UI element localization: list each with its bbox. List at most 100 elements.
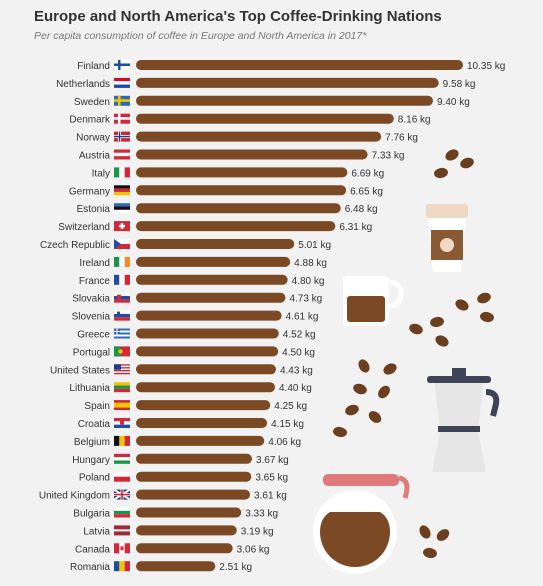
value-label: 3.19 kg [241, 526, 274, 537]
coffee-beans-icon [419, 525, 450, 559]
country-label: Finland [77, 61, 110, 72]
slovenia-flag-icon [114, 310, 130, 321]
bar [136, 113, 394, 124]
value-label: 3.33 kg [245, 509, 278, 520]
value-label: 6.69 kg [351, 168, 384, 179]
romania-flag-icon [114, 561, 130, 572]
value-label: 7.33 kg [372, 151, 405, 162]
germany-flag-icon [114, 185, 130, 196]
slovakia-flag-icon [114, 292, 130, 303]
bar [136, 274, 288, 285]
czech-republic-flag-icon [114, 239, 130, 249]
bar [136, 471, 252, 482]
moka-pot-icon [427, 368, 500, 472]
bar [136, 364, 276, 375]
bar [136, 221, 336, 232]
country-label: Romania [70, 562, 110, 573]
value-label: 6.65 kg [350, 186, 383, 197]
poland-flag-icon [114, 471, 130, 482]
country-label: Poland [79, 473, 110, 484]
coffee-carafe-icon [313, 474, 410, 574]
country-label: Germany [69, 186, 110, 197]
united-states-flag-icon [114, 364, 130, 375]
country-label: Switzerland [58, 222, 110, 233]
bar [136, 77, 439, 88]
bar [136, 418, 268, 428]
value-label: 10.35 kg [467, 61, 505, 72]
spain-flag-icon [114, 400, 130, 411]
chart-subtitle: Per capita consumption of coffee in Euro… [34, 30, 367, 42]
value-label: 3.67 kg [256, 455, 289, 466]
value-label: 8.16 kg [398, 115, 431, 126]
country-label: Italy [92, 168, 110, 179]
bar [136, 453, 252, 464]
country-label: Portugal [73, 347, 110, 358]
value-label: 6.31 kg [339, 222, 372, 233]
value-label: 4.52 kg [283, 330, 316, 341]
norway-flag-icon [114, 131, 130, 142]
country-label: Austria [79, 151, 111, 162]
bar [136, 435, 265, 446]
takeaway-cup-icon [426, 204, 468, 272]
bar [136, 60, 463, 70]
bar [136, 525, 237, 536]
country-label: Croatia [78, 419, 111, 430]
value-label: 2.51 kg [219, 562, 252, 573]
bar [136, 346, 279, 357]
value-label: 3.06 kg [237, 544, 270, 555]
value-label: 4.61 kg [286, 312, 319, 323]
belgium-flag-icon [114, 435, 130, 446]
country-label: Latvia [83, 526, 110, 537]
canada-flag-icon [114, 543, 130, 554]
france-flag-icon [114, 274, 130, 285]
value-label: 4.50 kg [282, 347, 315, 358]
netherlands-flag-icon [114, 77, 130, 88]
country-label: Spain [84, 401, 110, 412]
chart-title: Europe and North America's Top Coffee-Dr… [34, 8, 442, 25]
bar [136, 185, 347, 196]
value-label: 4.25 kg [274, 401, 307, 412]
coffee-mug-icon [343, 276, 404, 326]
value-label: 3.61 kg [254, 491, 287, 502]
value-label: 9.40 kg [437, 97, 470, 108]
coffee-beans-icon [333, 292, 494, 438]
denmark-flag-icon [114, 113, 130, 124]
greece-flag-icon [114, 328, 130, 339]
country-label: Canada [75, 544, 110, 555]
coffee-beans-icon [434, 149, 474, 179]
value-label: 4.80 kg [292, 276, 325, 287]
value-label: 7.76 kg [385, 133, 418, 144]
country-label: Lithuania [69, 383, 110, 394]
value-label: 5.01 kg [298, 240, 331, 251]
value-label: 4.88 kg [294, 258, 327, 269]
bar [136, 149, 368, 160]
united-kingdom-flag-icon [113, 488, 131, 501]
bar [136, 543, 233, 554]
country-label: Estonia [77, 204, 111, 215]
bar [136, 131, 382, 142]
country-label: Slovenia [72, 312, 111, 323]
bar [136, 561, 216, 572]
value-label: 4.40 kg [279, 383, 312, 394]
hungary-flag-icon [114, 453, 130, 464]
country-label: United States [50, 365, 110, 376]
country-label: Sweden [74, 97, 110, 108]
bar [136, 489, 251, 500]
value-label: 4.06 kg [268, 437, 301, 448]
bar [136, 292, 286, 303]
bar [136, 95, 433, 106]
country-label: Bulgaria [73, 509, 110, 520]
bar [136, 382, 276, 393]
austria-flag-icon [114, 149, 130, 160]
switzerland-flag-icon [114, 221, 130, 232]
country-label: France [79, 276, 111, 287]
croatia-flag-icon [114, 418, 130, 428]
bar [136, 400, 271, 411]
country-label: United Kingdom [39, 491, 110, 502]
italy-flag-icon [114, 167, 130, 178]
value-label: 4.73 kg [289, 294, 322, 305]
country-label: Ireland [79, 258, 110, 269]
country-label: Denmark [69, 115, 111, 126]
